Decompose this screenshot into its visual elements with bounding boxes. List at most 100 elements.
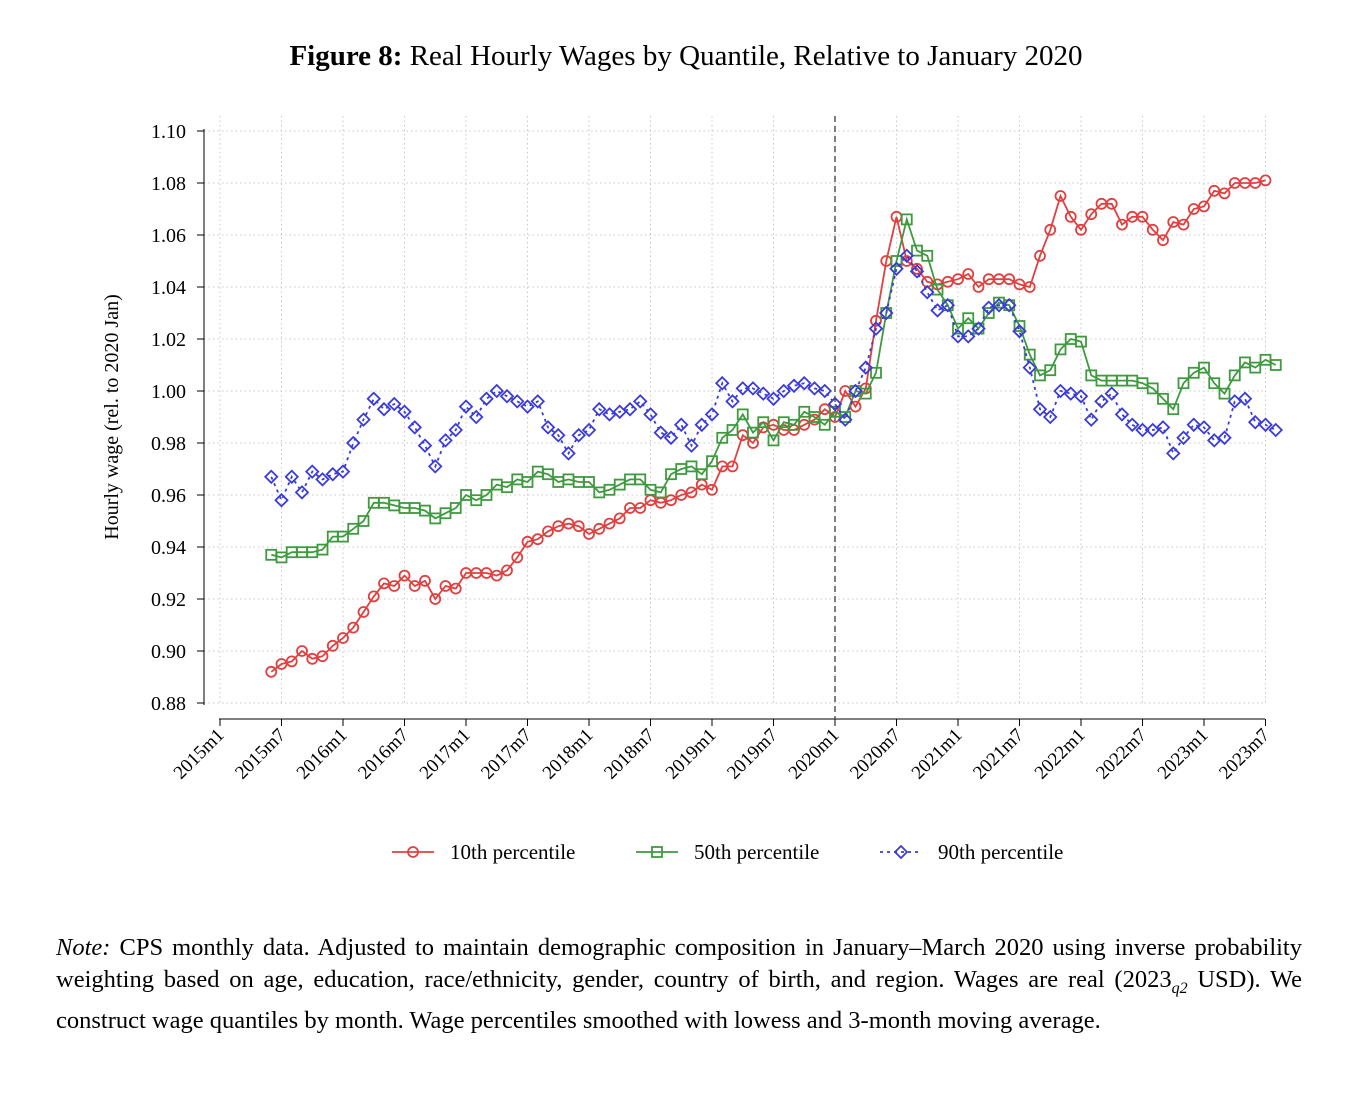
legend-label: 10th percentile [450, 840, 575, 864]
data-point [1176, 430, 1191, 446]
y-tick-label: 0.92 [151, 589, 186, 611]
legend-marker [407, 846, 419, 858]
figure-title: Figure 8: Real Hourly Wages by Quantile,… [0, 40, 1372, 73]
data-point [817, 383, 833, 399]
data-point [940, 297, 956, 313]
y-tick-label: 0.98 [151, 433, 186, 455]
x-tick-label: 2016m7 [354, 725, 413, 784]
data-point [501, 481, 513, 494]
data-point [982, 307, 995, 319]
data-point [919, 284, 935, 300]
data-point [561, 446, 576, 461]
legend-marker [893, 844, 909, 860]
data-point [685, 486, 698, 499]
data-point [1054, 190, 1067, 202]
data-point [520, 399, 535, 414]
data-point [316, 650, 329, 663]
data-point [1196, 420, 1212, 435]
data-point [1034, 249, 1046, 262]
x-tick-label: 2016m1 [293, 725, 352, 784]
data-point [1269, 359, 1282, 371]
note-text-2: USD). We construct wage quantiles by mon… [56, 966, 1302, 1034]
data-point [294, 485, 310, 500]
data-point [326, 639, 339, 652]
data-point [550, 427, 566, 443]
data-point [827, 396, 843, 412]
data-point [735, 381, 751, 396]
data-point [509, 394, 525, 409]
data-point [540, 420, 556, 435]
data-point [480, 489, 493, 501]
data-point [531, 533, 544, 546]
data-point [417, 438, 433, 453]
legend-item: 50th percentile [636, 840, 819, 864]
data-point [357, 515, 370, 527]
x-tick-label: 2021m1 [908, 725, 967, 784]
x-tick-label: 2020m1 [785, 725, 844, 784]
x-tick-label: 2022m1 [1031, 725, 1090, 784]
legend-label: 90th percentile [938, 840, 1063, 864]
y-tick-label: 0.88 [151, 693, 186, 715]
data-point [398, 569, 411, 582]
data-point [1249, 361, 1262, 374]
x-tick-label: 2019m7 [723, 725, 782, 784]
data-point [952, 322, 964, 335]
data-point [1157, 392, 1169, 405]
data-point [695, 468, 708, 481]
data-point [889, 261, 904, 277]
data-point [1023, 348, 1036, 361]
data-point [706, 483, 718, 496]
data-point [530, 394, 546, 409]
data-point [848, 383, 863, 399]
data-point [367, 590, 380, 603]
data-point [593, 522, 606, 535]
data-point [296, 645, 308, 657]
data-point [643, 407, 658, 422]
data-point [714, 375, 730, 391]
data-point [747, 426, 759, 439]
data-point [1073, 388, 1089, 404]
data-point [1237, 391, 1253, 407]
figure-title-text: Real Hourly Wages by Quantile, Relative … [409, 40, 1083, 72]
data-point [419, 504, 431, 517]
data-point [632, 394, 648, 409]
data-point [357, 606, 370, 618]
data-point [685, 460, 698, 473]
data-point [499, 388, 515, 404]
data-point [542, 525, 554, 538]
legend-marker [651, 846, 663, 858]
data-point [1075, 223, 1087, 236]
data-point [818, 418, 831, 431]
data-point [766, 391, 781, 407]
data-point [839, 411, 852, 423]
y-tick-label: 0.96 [151, 485, 186, 507]
data-point [335, 464, 351, 479]
x-tick-label: 2022m7 [1092, 725, 1151, 784]
wage-chart: 0.88 0.90 0.92 0.94 0.96 0.98 1.00 1.02 1.04 1.06… [101, 116, 1284, 864]
figure-label: Figure 8: [289, 40, 403, 72]
data-point [1075, 335, 1087, 348]
data-point [1042, 409, 1058, 425]
y-tick-label: 1.04 [151, 277, 186, 299]
data-point [479, 391, 494, 407]
data-point [386, 396, 402, 412]
data-point [571, 427, 587, 443]
data-point [1247, 414, 1263, 430]
data-point [468, 409, 484, 425]
data-point [622, 401, 638, 417]
data-point [909, 264, 925, 279]
data-point [736, 408, 749, 421]
data-point [849, 400, 862, 413]
data-point [726, 460, 739, 473]
y-tick-label: 0.90 [151, 641, 186, 663]
data-point [603, 517, 616, 530]
data-point [726, 424, 739, 436]
data-point [1054, 343, 1067, 356]
data-point [1217, 430, 1232, 446]
data-point [911, 262, 923, 275]
y-tick-label: 1.02 [151, 329, 186, 351]
data-point [572, 520, 585, 533]
data-point [900, 213, 913, 226]
data-point [950, 329, 966, 344]
y-tick-label: 1.10 [151, 121, 186, 143]
